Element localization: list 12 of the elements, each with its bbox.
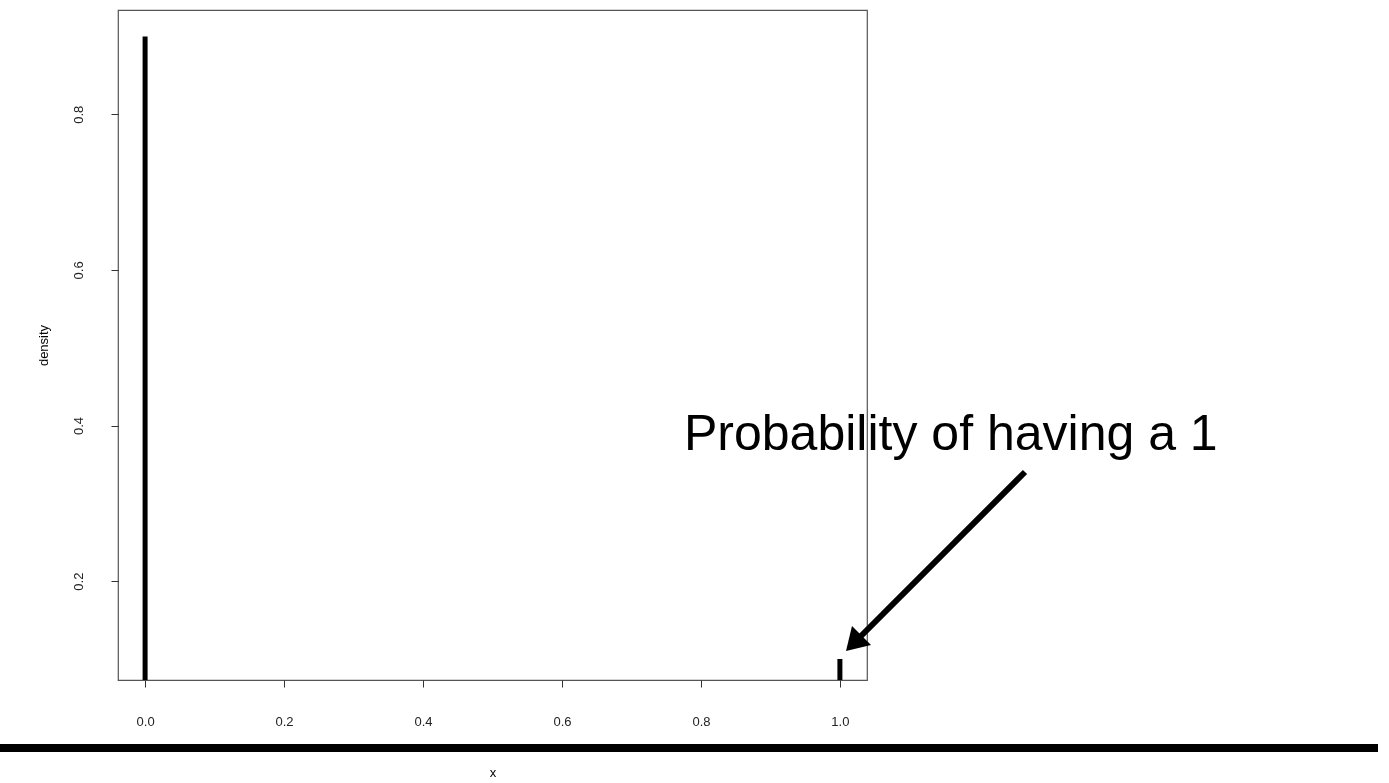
x-tick-label: 0.8 [692, 713, 711, 729]
y-tick-label: 0.4 [70, 417, 86, 436]
y-tick-label: 0.8 [70, 105, 86, 124]
x-tick-label: 1.0 [831, 713, 850, 729]
y-axis-title: density [35, 324, 51, 367]
x-tick-label: 0.0 [136, 713, 155, 729]
y-tick-label: 0.6 [70, 261, 86, 280]
x-tick-label: 0.6 [553, 713, 572, 729]
x-axis-title: x [489, 764, 497, 780]
x-tick-label: 0.4 [414, 713, 433, 729]
y-tick-label: 0.2 [70, 572, 86, 591]
x-tick-label: 0.2 [275, 713, 294, 729]
